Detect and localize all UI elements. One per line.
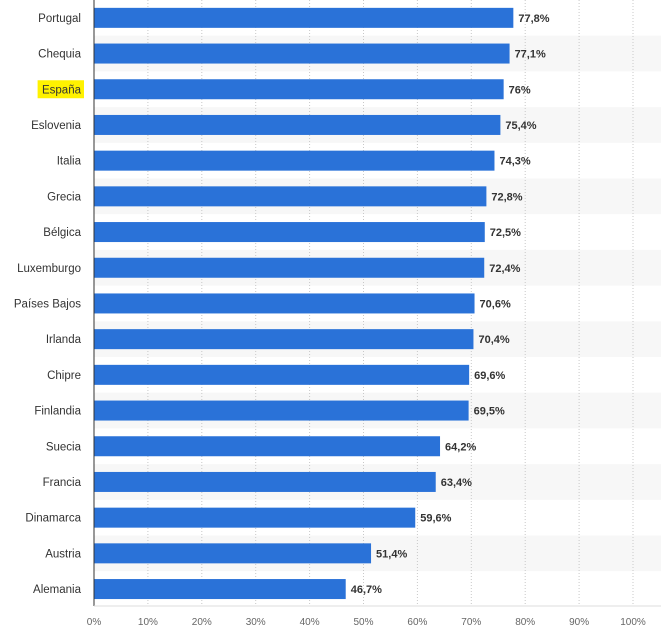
x-tick-label: 10%: [138, 617, 158, 628]
bar-belgica[interactable]: [94, 222, 485, 243]
x-tick-label: 30%: [246, 617, 266, 628]
category-label-chequia: Chequia: [38, 49, 81, 61]
bar-luxemburgo[interactable]: [94, 257, 485, 278]
value-label-chipre: 69,6%: [474, 370, 505, 382]
highlight-marker: [37, 80, 84, 99]
value-label-luxemburgo: 72,4%: [489, 263, 520, 275]
bar-alemania[interactable]: [94, 579, 346, 600]
x-tick-label: 40%: [300, 617, 320, 628]
bar-italia[interactable]: [94, 150, 495, 171]
bar-grecia[interactable]: [94, 186, 487, 207]
category-label-chipre: Chipre: [47, 370, 81, 382]
value-label-portugal: 77,8%: [518, 13, 549, 25]
bar-suecia[interactable]: [94, 436, 441, 457]
value-label-belgica: 72,5%: [490, 227, 521, 239]
bar-eslovenia[interactable]: [94, 114, 501, 135]
category-label-belgica: Bélgica: [43, 227, 81, 239]
category-label-irlanda: Irlanda: [46, 334, 82, 346]
x-tick-label: 60%: [407, 617, 427, 628]
bar-portugal[interactable]: [94, 7, 514, 28]
value-label-suecia: 64,2%: [445, 441, 476, 453]
bars: [94, 7, 514, 600]
x-tick-label: 20%: [192, 617, 212, 628]
x-tick-label: 90%: [569, 617, 589, 628]
bar-finlandia[interactable]: [94, 400, 469, 421]
bar-chequia[interactable]: [94, 43, 510, 64]
x-tick-label: 50%: [353, 617, 373, 628]
value-labels: 77,8% 77,1% 76% 75,4% 74,3% 72,8% 72,5% 72,4% 70…: [351, 13, 550, 596]
category-label-paises-bajos: Países Bajos: [14, 298, 81, 310]
category-labels: Portugal Chequia España Eslovenia Italia Grec…: [14, 13, 84, 596]
bar-dinamarca[interactable]: [94, 507, 416, 528]
bar-paises-bajos[interactable]: [94, 293, 475, 314]
category-label-austria: Austria: [45, 548, 81, 560]
category-label-suecia: Suecia: [46, 441, 82, 453]
value-label-finlandia: 69,5%: [474, 406, 505, 418]
value-label-espana: 76%: [509, 84, 531, 96]
bar-austria[interactable]: [94, 543, 372, 564]
category-label-francia: Francia: [43, 477, 82, 489]
value-label-paises-bajos: 70,6%: [480, 298, 511, 310]
value-label-italia: 74,3%: [499, 156, 530, 168]
bar-espana[interactable]: [94, 79, 504, 100]
category-label-espana: España: [42, 84, 82, 96]
value-label-austria: 51,4%: [376, 548, 407, 560]
bar-irlanda[interactable]: [94, 329, 474, 350]
x-axis: 0% 10% 20% 30% 40% 50% 60% 70% 80% 90% 100%: [87, 0, 661, 628]
category-label-alemania: Alemania: [33, 584, 82, 596]
category-label-portugal: Portugal: [38, 13, 81, 25]
value-label-irlanda: 70,4%: [478, 334, 509, 346]
value-label-chequia: 77,1%: [515, 49, 546, 61]
value-label-eslovenia: 75,4%: [505, 120, 536, 132]
category-label-luxemburgo: Luxemburgo: [17, 263, 81, 275]
bar-chipre[interactable]: [94, 364, 470, 385]
x-tick-label: 80%: [515, 617, 535, 628]
category-label-dinamarca: Dinamarca: [25, 513, 81, 525]
value-label-francia: 63,4%: [441, 477, 472, 489]
bar-francia[interactable]: [94, 471, 436, 492]
category-label-finlandia: Finlandia: [34, 406, 81, 418]
x-tick-label: 0%: [87, 617, 102, 628]
value-label-alemania: 46,7%: [351, 584, 382, 596]
value-label-dinamarca: 59,6%: [420, 513, 451, 525]
x-tick-label: 100%: [620, 617, 646, 628]
value-label-grecia: 72,8%: [491, 191, 522, 203]
category-label-eslovenia: Eslovenia: [31, 120, 81, 132]
x-tick-label: 70%: [461, 617, 481, 628]
category-label-italia: Italia: [57, 156, 82, 168]
category-label-grecia: Grecia: [47, 191, 81, 203]
